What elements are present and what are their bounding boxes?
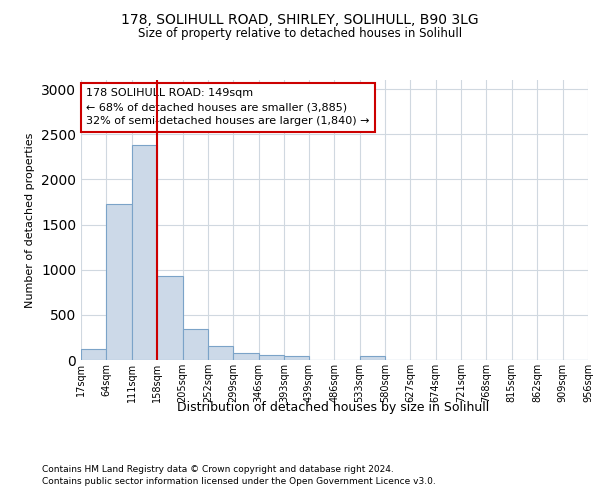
Bar	[259, 354, 284, 360]
Text: 178, SOLIHULL ROAD, SHIRLEY, SOLIHULL, B90 3LG: 178, SOLIHULL ROAD, SHIRLEY, SOLIHULL, B…	[121, 12, 479, 26]
Bar	[106, 204, 132, 360]
Bar	[157, 276, 182, 360]
Bar	[359, 356, 385, 360]
Text: 178 SOLIHULL ROAD: 149sqm
← 68% of detached houses are smaller (3,885)
32% of se: 178 SOLIHULL ROAD: 149sqm ← 68% of detac…	[86, 88, 370, 126]
Bar	[182, 330, 208, 360]
Y-axis label: Number of detached properties: Number of detached properties	[25, 132, 35, 308]
Bar	[284, 356, 310, 360]
Text: Distribution of detached houses by size in Solihull: Distribution of detached houses by size …	[177, 401, 489, 414]
Text: Contains public sector information licensed under the Open Government Licence v3: Contains public sector information licen…	[42, 478, 436, 486]
Bar	[233, 353, 259, 360]
Text: Contains HM Land Registry data © Crown copyright and database right 2024.: Contains HM Land Registry data © Crown c…	[42, 465, 394, 474]
Bar	[208, 346, 233, 360]
Bar	[81, 349, 106, 360]
Bar	[132, 145, 157, 360]
Text: Size of property relative to detached houses in Solihull: Size of property relative to detached ho…	[138, 28, 462, 40]
